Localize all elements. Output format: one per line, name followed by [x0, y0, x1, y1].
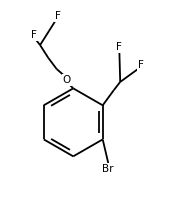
Text: F: F — [138, 60, 144, 70]
Text: F: F — [31, 30, 37, 40]
Text: Br: Br — [102, 164, 114, 174]
Text: O: O — [63, 75, 71, 85]
Text: F: F — [55, 11, 61, 21]
Text: F: F — [116, 42, 122, 52]
